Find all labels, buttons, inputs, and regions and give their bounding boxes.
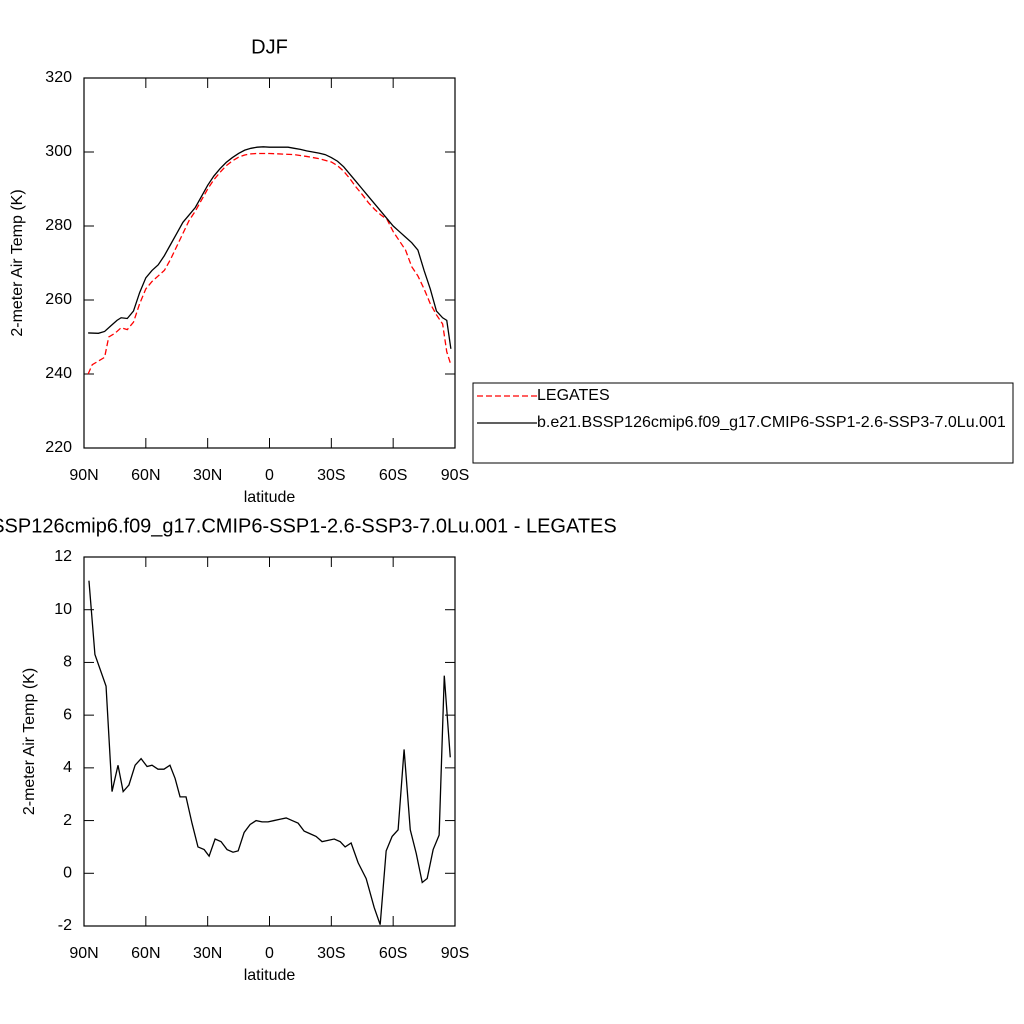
x-tick-label: 30N <box>193 945 222 962</box>
x-axis-label: latitude <box>244 967 296 984</box>
x-tick-label: 0 <box>265 467 274 484</box>
x-tick-label: 30N <box>193 467 222 484</box>
y-tick-label: -2 <box>58 917 72 934</box>
plot-frame <box>83 77 456 449</box>
chart-title: b.e21.BSSP126cmip6.f09_g17.CMIP6-SSP1-2.… <box>0 515 617 537</box>
y-tick-label: 2 <box>63 812 72 829</box>
y-tick-label: 280 <box>45 217 72 234</box>
x-tick-label: 60N <box>131 467 160 484</box>
x-tick-label: 90N <box>69 467 98 484</box>
line <box>88 146 452 349</box>
x-tick-label: 60S <box>379 945 407 962</box>
y-tick-label: 12 <box>54 548 72 565</box>
legend-label: LEGATES <box>537 387 610 404</box>
line <box>87 152 452 375</box>
y-tick-label: 220 <box>45 439 72 456</box>
x-tick-label: 60N <box>131 945 160 962</box>
y-tick-label: 260 <box>45 291 72 308</box>
legend-box <box>472 382 1014 464</box>
x-tick-label: 0 <box>265 945 274 962</box>
y-tick-label: 0 <box>63 865 72 882</box>
chart-title: DJF <box>251 36 288 58</box>
line <box>88 580 451 925</box>
legend-label: b.e21.BSSP126cmip6.f09_g17.CMIP6-SSP1-2.… <box>537 414 1006 431</box>
y-axis-label: 2-meter Air Temp (K) <box>9 189 26 336</box>
y-tick-label: 320 <box>45 69 72 86</box>
x-tick-label: 60S <box>379 467 407 484</box>
y-tick-label: 6 <box>63 706 72 723</box>
y-axis-label: 2-meter Air Temp (K) <box>21 668 38 815</box>
x-tick-label: 90S <box>441 467 469 484</box>
y-tick-label: 10 <box>54 601 72 618</box>
y-tick-label: 4 <box>63 759 72 776</box>
x-tick-label: 30S <box>317 467 345 484</box>
y-tick-label: 240 <box>45 365 72 382</box>
y-tick-label: 8 <box>63 654 72 671</box>
x-tick-label: 90S <box>441 945 469 962</box>
x-tick-label: 30S <box>317 945 345 962</box>
x-tick-label: 90N <box>69 945 98 962</box>
y-tick-label: 300 <box>45 143 72 160</box>
x-axis-label: latitude <box>244 489 296 506</box>
plot-frame <box>83 556 456 927</box>
